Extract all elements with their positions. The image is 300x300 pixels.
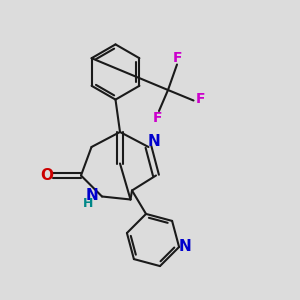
Text: F: F bbox=[195, 92, 205, 106]
Text: F: F bbox=[153, 111, 162, 124]
Text: N: N bbox=[148, 134, 160, 149]
Text: F: F bbox=[172, 51, 182, 65]
Text: N: N bbox=[179, 239, 191, 254]
Text: N: N bbox=[86, 188, 99, 203]
Text: O: O bbox=[40, 168, 54, 183]
Text: H: H bbox=[82, 196, 93, 210]
